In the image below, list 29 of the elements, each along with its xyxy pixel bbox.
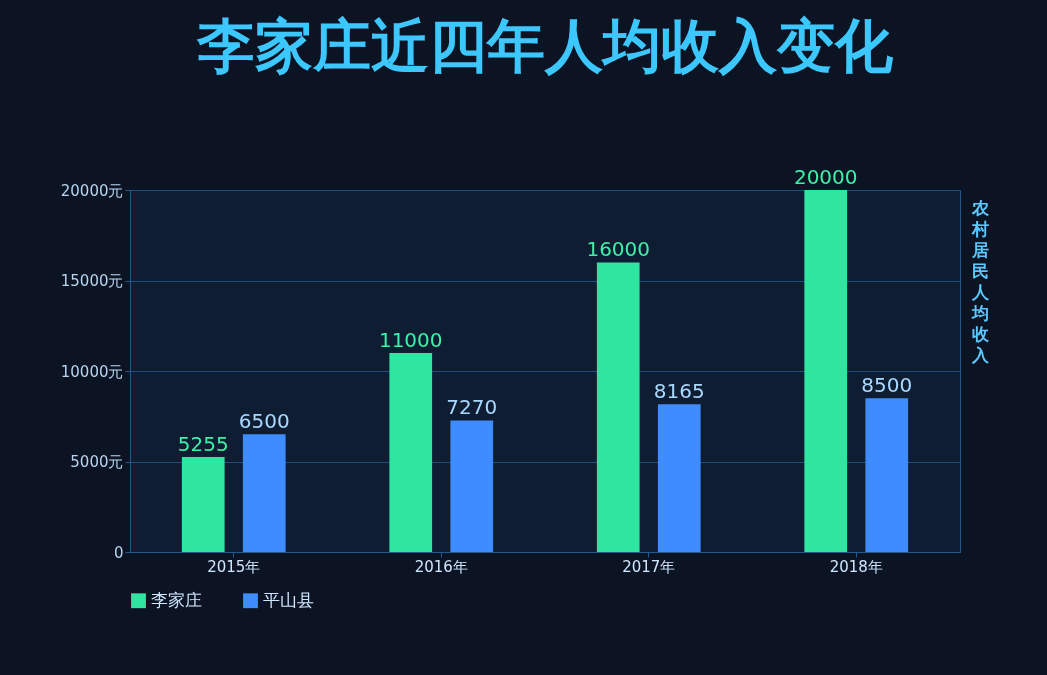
- bar: [865, 398, 909, 552]
- x-tick-label: 2017年: [622, 557, 676, 576]
- bar: [242, 434, 286, 552]
- bar: [181, 456, 225, 552]
- data-label: 6500: [238, 409, 290, 434]
- x-tick-label: 2015年: [207, 557, 261, 576]
- bar: [389, 352, 433, 552]
- y-tick-label: 20000元: [60, 181, 124, 200]
- data-label: 20000: [793, 165, 858, 189]
- data-label: 8500: [861, 373, 913, 398]
- legend-label: 平山县: [263, 589, 314, 610]
- bar: [596, 262, 640, 552]
- y-tick-label: 5000元: [70, 453, 124, 471]
- data-label: 5255: [177, 431, 229, 456]
- y-tick-label: 10000元: [60, 362, 124, 381]
- data-label: 7270: [446, 395, 498, 420]
- bar: [657, 404, 701, 552]
- y-axis-title: 农村居民人均收入: [972, 198, 990, 366]
- y-tick-label: 0: [113, 543, 124, 562]
- data-label: 11000: [378, 327, 443, 352]
- y-tick-label: 15000元: [60, 272, 124, 290]
- x-tick-label: 2018年: [829, 557, 883, 576]
- data-label: 8165: [653, 379, 705, 404]
- data-label: 16000: [586, 237, 651, 262]
- bar: [450, 420, 494, 552]
- legend-label: 李家庄: [151, 589, 202, 610]
- chart-title: 李家庄近四年人均收入变化: [196, 12, 894, 80]
- x-tick-label: 2016年: [414, 557, 468, 576]
- bar: [804, 190, 848, 552]
